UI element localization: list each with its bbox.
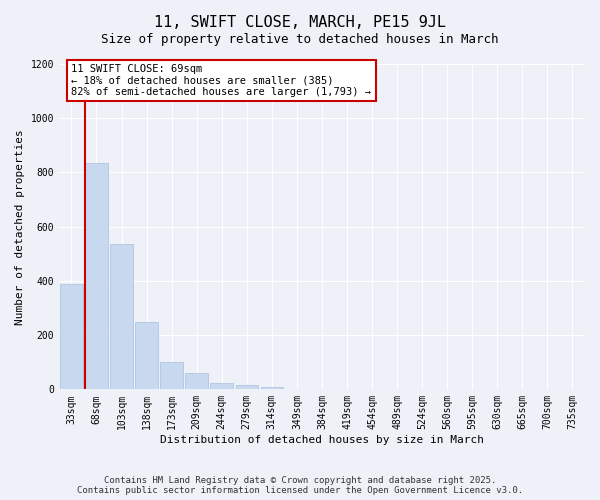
Bar: [85, 163, 108, 390]
Text: Contains HM Land Registry data © Crown copyright and database right 2025.
Contai: Contains HM Land Registry data © Crown c…: [77, 476, 523, 495]
Bar: [160, 362, 183, 390]
Bar: [110, 244, 133, 390]
Bar: [260, 387, 283, 390]
Bar: [185, 372, 208, 390]
Bar: [211, 384, 233, 390]
Text: 11, SWIFT CLOSE, MARCH, PE15 9JL: 11, SWIFT CLOSE, MARCH, PE15 9JL: [154, 15, 446, 30]
Bar: [236, 384, 258, 390]
Bar: [136, 322, 158, 390]
Text: Size of property relative to detached houses in March: Size of property relative to detached ho…: [101, 32, 499, 46]
Y-axis label: Number of detached properties: Number of detached properties: [15, 129, 25, 324]
X-axis label: Distribution of detached houses by size in March: Distribution of detached houses by size …: [160, 435, 484, 445]
Bar: [286, 388, 308, 390]
Text: 11 SWIFT CLOSE: 69sqm
← 18% of detached houses are smaller (385)
82% of semi-det: 11 SWIFT CLOSE: 69sqm ← 18% of detached …: [71, 64, 371, 97]
Bar: [60, 284, 83, 390]
